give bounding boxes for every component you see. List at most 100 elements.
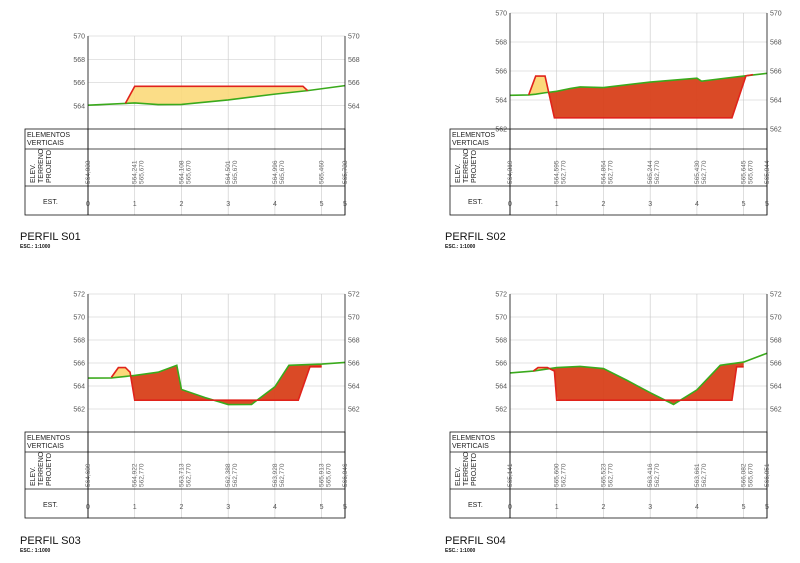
- label-terreno: TERRENO: [38, 148, 45, 183]
- projeto-value: 562,770: [654, 160, 661, 184]
- plot-grid: 564 564 566 566 568 568 570 570: [73, 34, 360, 215]
- terreno-value: 565,460: [319, 160, 326, 184]
- y-tick-label-left: 566: [73, 361, 85, 368]
- y-tick-label-left: 566: [495, 361, 507, 368]
- y-tick-label-right: 562: [770, 127, 782, 134]
- y-tick-label-right: 566: [770, 69, 782, 76]
- projeto-value: 565,670: [748, 463, 755, 487]
- projeto-value: 562,770: [232, 463, 239, 487]
- terreno-value: 565,430: [694, 160, 701, 184]
- terreno-value: 565,523: [600, 463, 607, 487]
- label-elev: ELEV.: [30, 164, 37, 183]
- station-label: 3: [226, 504, 230, 511]
- terrain-line: [87, 84, 346, 106]
- terrain-line: [509, 72, 768, 97]
- station-label: 2: [180, 504, 184, 511]
- profile-scale: ESC.: 1:1000: [445, 548, 476, 554]
- table-frame: [24, 128, 346, 216]
- y-tick-label-right: 572: [770, 292, 782, 299]
- plot-grid: 562 562 564 564 566 566 568 568 570 570 572 572: [495, 292, 782, 518]
- y-tick-label-right: 564: [348, 384, 360, 391]
- y-tick-label-right: 570: [770, 315, 782, 322]
- label-projeto: PROJETO: [46, 150, 53, 183]
- station-label: 0: [86, 504, 90, 511]
- y-tick-label-right: 564: [770, 98, 782, 105]
- station-label: 5: [343, 201, 347, 208]
- y-tick-label-right: 562: [348, 407, 360, 414]
- label-elev: ELEV.: [455, 164, 462, 183]
- label-elementos: ELEMENTOS: [452, 132, 495, 139]
- station-label: 5: [765, 504, 769, 511]
- terreno-value: 564,033: [85, 160, 92, 184]
- label-est: EST.: [43, 502, 58, 509]
- label-verticais: VERTICAIS: [27, 443, 64, 450]
- label-projeto: PROJETO: [46, 453, 53, 486]
- station-label: 5: [765, 201, 769, 208]
- station-label: 5: [742, 201, 746, 208]
- terreno-value: 564,595: [554, 160, 561, 184]
- label-elementos: ELEMENTOS: [452, 435, 495, 442]
- projeto-value: 562,770: [654, 463, 661, 487]
- terreno-value: 564,922: [132, 463, 139, 487]
- label-projeto: PROJETO: [471, 453, 478, 486]
- projeto-value: 565,670: [279, 160, 286, 184]
- station-label: 3: [648, 504, 652, 511]
- y-tick-label-right: 570: [348, 315, 360, 322]
- terreno-value: 566,046: [342, 463, 349, 487]
- y-tick-label-left: 568: [73, 57, 85, 64]
- terreno-value: 565,844: [764, 160, 771, 184]
- projeto-value: 565,670: [185, 160, 192, 184]
- terrain-line: [509, 352, 768, 406]
- y-tick-label-right: 568: [348, 338, 360, 345]
- y-tick-label-right: 566: [770, 361, 782, 368]
- y-tick-label-left: 572: [495, 292, 507, 299]
- terreno-value: 565,244: [647, 160, 654, 184]
- y-tick-label-right: 564: [770, 384, 782, 391]
- station-label: 4: [273, 201, 277, 208]
- terreno-value: 565,913: [319, 463, 326, 487]
- station-label: 1: [555, 504, 559, 511]
- projeto-value: 562,770: [139, 463, 146, 487]
- station-label: 3: [648, 201, 652, 208]
- station-label: 2: [602, 504, 606, 511]
- terreno-value: 565,141: [507, 463, 514, 487]
- y-tick-label-left: 570: [73, 34, 85, 41]
- cut-area: [111, 364, 322, 405]
- station-label: 1: [555, 201, 559, 208]
- label-elementos: ELEMENTOS: [27, 132, 70, 139]
- project-line: [110, 365, 322, 401]
- terreno-value: 566,082: [741, 463, 748, 487]
- profile-panel-4: 562 562 564 564 566 566 568 568 570 570 572 572 ELEM…: [445, 292, 782, 555]
- y-tick-label-left: 564: [495, 384, 507, 391]
- station-label: 0: [86, 201, 90, 208]
- y-tick-label-left: 572: [73, 292, 85, 299]
- profile-title: PERFIL S01: [20, 231, 81, 243]
- station-label: 4: [273, 504, 277, 511]
- y-tick-label-right: 572: [348, 292, 360, 299]
- label-est: EST.: [468, 502, 483, 509]
- terreno-value: 563,661: [694, 463, 701, 487]
- projeto-value: 562,770: [279, 463, 286, 487]
- profile-panel-2: 562 562 564 564 566 566 568 568 570 570 ELEMENTOSV…: [445, 11, 782, 251]
- y-tick-label-right: 566: [348, 361, 360, 368]
- terrain-line: [87, 361, 346, 406]
- project-line: [527, 73, 754, 119]
- profile-title: PERFIL S04: [445, 535, 506, 547]
- y-tick-label-left: 564: [495, 98, 507, 105]
- label-elementos: ELEMENTOS: [27, 435, 70, 442]
- terreno-value: 564,689: [85, 463, 92, 487]
- terreno-value: 563,416: [647, 463, 654, 487]
- station-label: 1: [133, 201, 137, 208]
- label-verticais: VERTICAIS: [27, 140, 64, 147]
- terreno-value: 564,241: [132, 160, 139, 184]
- terreno-value: 564,864: [600, 160, 607, 184]
- terreno-value: 563,713: [178, 463, 185, 487]
- y-tick-label-right: 568: [770, 40, 782, 47]
- station-label: 2: [180, 201, 184, 208]
- station-label: 0: [508, 201, 512, 208]
- y-tick-label-right: 568: [770, 338, 782, 345]
- cut-area: [528, 74, 753, 118]
- station-label: 5: [343, 504, 347, 511]
- fill-area: [111, 367, 131, 378]
